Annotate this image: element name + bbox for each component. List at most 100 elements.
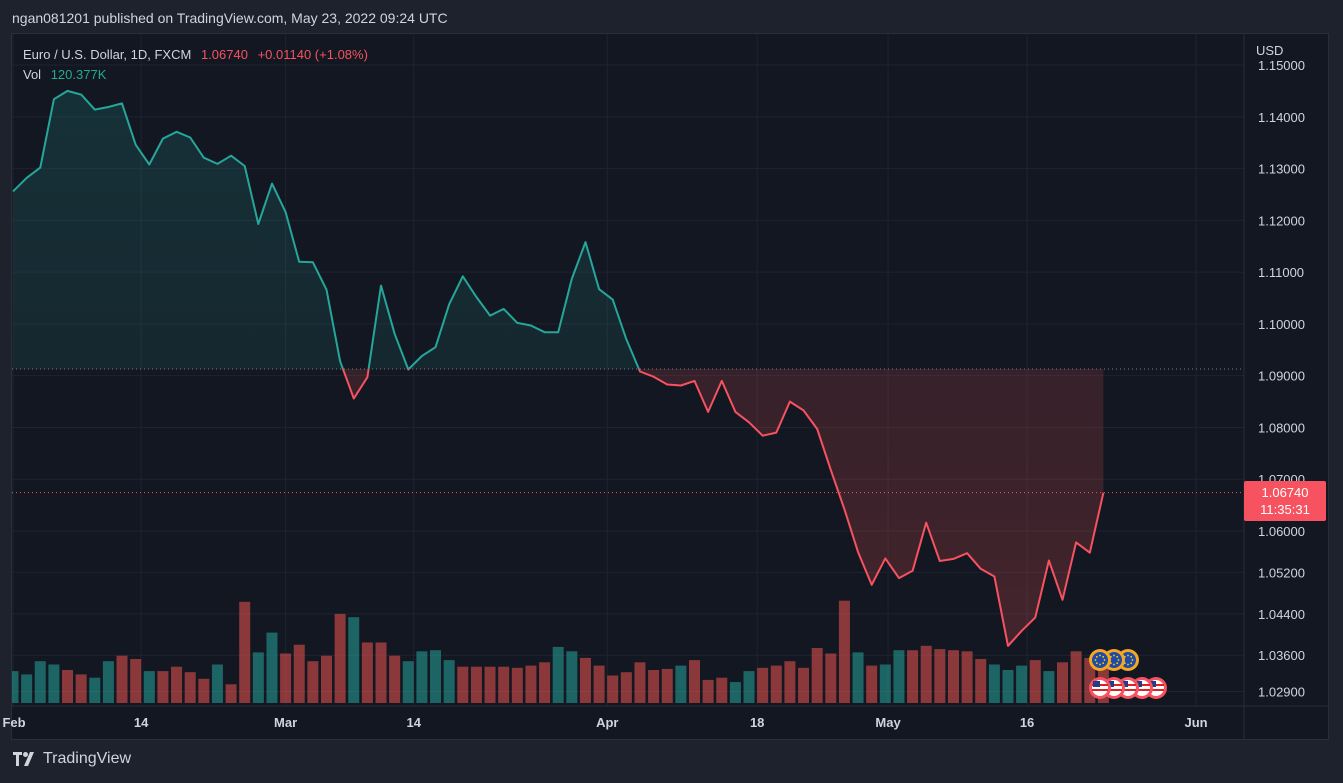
volume-bar xyxy=(143,671,155,703)
volume-bar xyxy=(593,665,605,703)
y-tick-label: 1.04400 xyxy=(1258,607,1305,622)
volume-bar xyxy=(293,644,305,703)
us-stripe xyxy=(1148,689,1164,691)
volume-bar xyxy=(184,672,196,703)
baseline-areas xyxy=(13,90,1104,646)
volume-bar xyxy=(607,675,619,703)
eu-star xyxy=(1131,659,1134,661)
volume-bar xyxy=(239,601,251,703)
volume-bar xyxy=(811,648,823,703)
volume-bar xyxy=(1057,662,1069,703)
y-tick-label: 1.12000 xyxy=(1258,213,1305,228)
us-stripe xyxy=(1092,689,1108,691)
volume-bar xyxy=(729,682,741,703)
volume-bar xyxy=(334,613,346,703)
eu-star xyxy=(1113,654,1115,657)
x-tick-label: 16 xyxy=(1020,715,1034,730)
volume-bar xyxy=(1016,665,1028,703)
volume-bar xyxy=(579,657,591,703)
last-price-tag-value: 1.06740 xyxy=(1261,485,1309,500)
volume-bar xyxy=(470,666,482,703)
volume-bar xyxy=(1043,671,1055,703)
y-tick-label: 1.10000 xyxy=(1258,317,1305,332)
volume-bar xyxy=(702,679,714,703)
volume-bar xyxy=(511,667,523,703)
footer: TradingView xyxy=(13,750,131,768)
publish-info: ngan081201 published on TradingView.com,… xyxy=(12,10,448,26)
volume-bar xyxy=(48,664,60,703)
y-tick-label: 1.11000 xyxy=(1258,265,1304,280)
volume-bar xyxy=(539,662,551,703)
volume-bar xyxy=(252,652,264,703)
eu-star xyxy=(1095,655,1098,658)
us-event-icon[interactable] xyxy=(1089,677,1111,699)
eu-star xyxy=(1095,662,1098,665)
volume-bar xyxy=(402,661,414,703)
eu-star xyxy=(1099,663,1101,666)
eu-star xyxy=(1127,663,1129,666)
volume-bar xyxy=(988,664,1000,703)
volume-bar xyxy=(1002,670,1014,703)
volume-value: 120.377K xyxy=(50,67,107,82)
volume-bar xyxy=(430,650,442,703)
volume-bar xyxy=(457,666,469,703)
volume-bar xyxy=(102,661,114,703)
volume-bar xyxy=(893,650,905,703)
us-canton xyxy=(1093,681,1100,687)
eu-star xyxy=(1102,655,1105,658)
eu-star xyxy=(1116,655,1119,658)
eu-star xyxy=(1130,662,1133,665)
volume-bar xyxy=(879,664,891,703)
x-tick-label: 14 xyxy=(134,715,149,730)
volume-bar xyxy=(825,653,837,703)
eu-star xyxy=(1130,655,1133,658)
volume-label[interactable]: Vol xyxy=(23,67,42,82)
volume-bar xyxy=(307,661,319,703)
x-tick-label: 18 xyxy=(750,715,764,730)
eu-star xyxy=(1094,659,1097,661)
y-tick-label: 1.05200 xyxy=(1258,565,1305,580)
us-stripe xyxy=(1106,689,1122,691)
volume-bar xyxy=(375,642,387,703)
x-tick-label: Apr xyxy=(596,715,618,730)
time-axis[interactable]: Feb 14 Mar 14 Apr 18 May 16 Jun xyxy=(2,705,1329,730)
up-area xyxy=(13,90,639,369)
volume-bar xyxy=(920,645,932,703)
volume-bar xyxy=(743,671,755,703)
volume-bar xyxy=(34,661,46,703)
price-line-down xyxy=(341,368,1105,647)
volume-bar xyxy=(689,660,700,703)
volume-bar xyxy=(648,670,660,703)
x-tick-label: May xyxy=(875,715,901,730)
volume-bar xyxy=(75,674,87,703)
x-tick-label: Feb xyxy=(2,715,25,730)
volume-bar xyxy=(266,632,278,703)
volume-bar xyxy=(89,677,101,703)
legend: Euro / U.S. Dollar, 1D, FXCM 1.06740 +0.… xyxy=(23,45,368,85)
volume-bar xyxy=(852,652,864,703)
chart-pane[interactable] xyxy=(11,33,1329,740)
tradingview-logo-icon xyxy=(13,752,34,766)
x-tick-label: 14 xyxy=(406,715,421,730)
tradingview-brand[interactable]: TradingView xyxy=(43,750,132,767)
volume-bar xyxy=(361,642,373,703)
volume-bar xyxy=(975,659,987,703)
volume-bar xyxy=(320,655,332,703)
volume-bar xyxy=(348,617,360,703)
volume-bar xyxy=(525,665,537,703)
event-flag xyxy=(1092,652,1108,668)
y-tick-label: 1.09000 xyxy=(1258,369,1305,384)
eu-star xyxy=(1099,654,1101,657)
us-stripe xyxy=(1120,689,1136,691)
eu-event-icon[interactable] xyxy=(1089,649,1111,671)
price-line-up xyxy=(12,89,641,369)
currency-label: USD xyxy=(1256,43,1283,58)
volume-bar xyxy=(498,666,510,703)
volume-bars xyxy=(12,600,1109,703)
price-axis[interactable]: 1.15000 1.14000 1.13000 1.12000 1.11000 1.100… xyxy=(1243,34,1305,739)
economic-events[interactable] xyxy=(1089,649,1167,699)
symbol-title[interactable]: Euro / U.S. Dollar, 1D, FXCM xyxy=(23,47,192,62)
volume-bar xyxy=(552,646,564,703)
volume-bar xyxy=(620,672,632,703)
